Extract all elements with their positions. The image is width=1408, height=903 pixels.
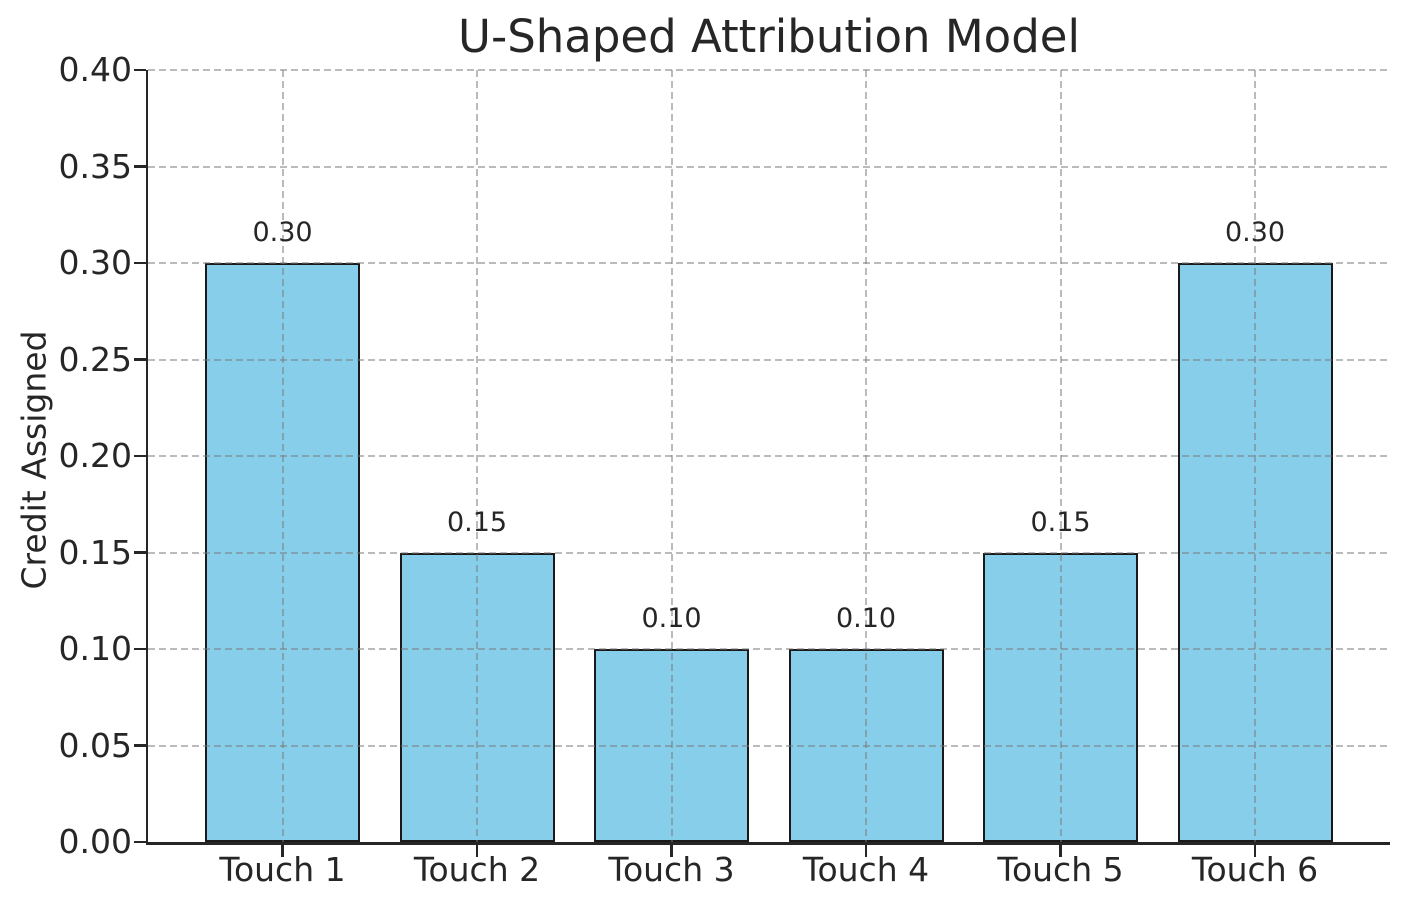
h-gridline	[148, 69, 1390, 71]
x-tick-label: Touch 6	[1191, 850, 1319, 889]
x-tick-mark	[864, 845, 868, 857]
v-gridline	[1059, 70, 1062, 842]
y-tick-label: 0.20	[58, 436, 132, 475]
y-axis-spine	[145, 70, 148, 845]
y-tick-mark	[133, 454, 146, 458]
x-tick-label: Touch 2	[413, 850, 541, 889]
v-gridline	[670, 70, 673, 842]
x-tick-label: Touch 3	[608, 850, 735, 889]
bar-value-label: 0.30	[252, 217, 313, 248]
chart-title: U-Shaped Attribution Model	[458, 10, 1080, 63]
y-tick-mark	[133, 551, 146, 554]
y-tick-label: 0.15	[58, 532, 132, 572]
h-gridline	[148, 744, 1390, 747]
h-gridline	[148, 165, 1390, 168]
x-tick-label: Touch 4	[802, 850, 930, 889]
y-tick-label: 0.10	[58, 629, 132, 668]
y-tick-label: 0.00	[58, 822, 132, 861]
y-tick-mark	[133, 165, 146, 168]
h-gridline	[148, 551, 1390, 554]
bar-value-label: 0.15	[1030, 506, 1091, 538]
y-tick-label: 0.05	[58, 725, 132, 765]
y-tick-label: 0.25	[58, 339, 132, 379]
y-tick-label: 0.30	[58, 243, 132, 282]
bar-value-label: 0.10	[835, 603, 897, 634]
y-tick-label: 0.35	[58, 146, 132, 186]
x-tick-mark	[1059, 845, 1062, 857]
y-tick-label: 0.40	[58, 50, 132, 89]
y-tick-mark	[133, 261, 146, 265]
x-tick-mark	[475, 845, 479, 857]
v-gridline	[1254, 70, 1256, 842]
x-tick-mark	[670, 845, 673, 857]
y-tick-mark	[133, 840, 146, 844]
h-gridline	[148, 455, 1390, 457]
x-axis-spine	[145, 842, 1390, 845]
x-tick-mark	[281, 845, 284, 857]
x-tick-mark	[1253, 845, 1257, 857]
v-gridline	[865, 70, 867, 842]
bar-value-label: 0.10	[641, 603, 702, 634]
y-tick-mark	[133, 68, 146, 72]
h-gridline	[148, 648, 1390, 650]
y-tick-mark	[133, 744, 146, 747]
x-tick-label: Touch 5	[997, 850, 1124, 889]
v-gridline	[476, 70, 478, 842]
v-gridline	[281, 70, 284, 842]
y-tick-mark	[133, 647, 146, 651]
h-gridline	[148, 262, 1390, 264]
y-tick-mark	[133, 358, 146, 361]
h-gridline	[148, 358, 1390, 361]
x-tick-label: Touch 1	[219, 850, 346, 889]
bar-value-label: 0.30	[1224, 217, 1286, 248]
bar-value-label: 0.15	[446, 506, 508, 538]
